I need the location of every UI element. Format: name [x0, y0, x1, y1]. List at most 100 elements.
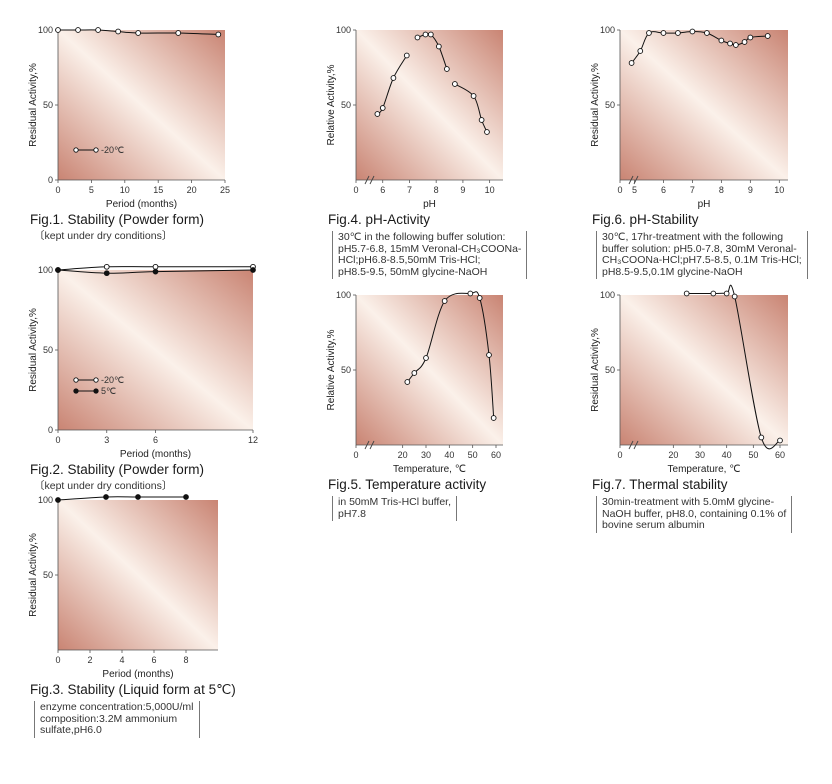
legend-marker: [93, 377, 99, 383]
data-point: [103, 263, 110, 270]
data-point: [250, 267, 256, 273]
data-point: [628, 60, 635, 66]
y-axis-label: Relative Activity,%: [326, 64, 337, 145]
data-point: [683, 290, 690, 297]
plot-background: [58, 270, 253, 430]
x-tick-label: 9: [460, 185, 465, 195]
figure-title: Fig.1. Stability (Powder form): [30, 212, 205, 227]
x-tick-label: 6: [380, 185, 385, 195]
data-point: [411, 370, 418, 376]
chart-fig1: 0 5 10 15 20 25 0 50 100 Period (months) Residual …: [0, 0, 270, 260]
x-tick-label: 20: [398, 450, 408, 460]
data-point: [637, 48, 644, 54]
figure-title: Fig.3. Stability (Liquid form at 5℃): [30, 682, 236, 697]
data-point: [777, 437, 783, 444]
figure-title: Fig.2. Stability (Powder form): [30, 462, 205, 477]
figure-note: enzyme concentration:5,000U/ml compositi…: [34, 701, 200, 738]
x-tick-label: 25: [220, 185, 230, 195]
axis-break: [633, 440, 639, 450]
axis-break: [369, 440, 375, 450]
y-axis-label: Residual Activity,%: [590, 63, 601, 147]
data-point: [727, 40, 733, 47]
y-tick-label: 0: [48, 175, 53, 185]
data-point: [422, 31, 429, 38]
plot-background: [58, 500, 218, 650]
axis-break: [628, 175, 634, 185]
data-point: [55, 267, 61, 273]
y-tick-label: 100: [38, 265, 53, 275]
x-tick-label: 30: [695, 450, 705, 460]
y-tick-label: 50: [341, 365, 351, 375]
legend-marker: [73, 377, 79, 383]
x-tick-label: 7: [690, 185, 695, 195]
data-point: [478, 117, 485, 123]
y-tick-label: 100: [38, 25, 53, 35]
y-tick-label: 100: [38, 495, 53, 505]
figure-note: in 50mM Tris-HCl buffer, pH7.8: [332, 496, 458, 521]
data-point: [103, 270, 110, 277]
chart-fig3: 0 2 4 6 8 50 100 Period (months) Residual Activi…: [0, 490, 270, 780]
chart-svg: 0 5 10 15 20 25 0 50 100 Period (months) Residual …: [28, 25, 230, 210]
chart-svg: 0 3 6 12 0 50 100 Period (months) Residual Activ…: [28, 263, 258, 460]
data-point: [115, 28, 121, 35]
legend-marker: [93, 147, 99, 153]
legend-marker: [93, 388, 99, 394]
y-tick-label: 0: [48, 425, 53, 435]
x-tick-label: 0: [55, 185, 60, 195]
axis-break: [364, 175, 370, 185]
x-tick-label: 0: [353, 185, 358, 195]
legend-label: -20℃: [101, 145, 124, 155]
chart-fig4: 0 6 7 8 9 10 50 100 pH Relative Activity,% Fig.4. …: [270, 0, 560, 285]
x-tick-label: 20: [187, 185, 197, 195]
x-tick-label: 10: [485, 185, 495, 195]
y-axis-label: Residual Activity,%: [590, 328, 601, 412]
chart-svg: 0 6 7 8 9 10 50 100 pH Relative Activity,%: [326, 25, 503, 210]
x-tick-label: 7: [407, 185, 412, 195]
data-point: [374, 111, 381, 117]
plot-background: [58, 30, 225, 180]
figure-title: Fig.7. Thermal stability: [592, 477, 728, 492]
x-axis-label: Period (months): [106, 199, 177, 210]
figure-title: Fig.5. Temperature activity: [328, 477, 487, 492]
data-point: [452, 81, 458, 87]
series-line: [57, 496, 186, 501]
x-tick-label: 5: [632, 185, 637, 195]
x-tick-label: 60: [775, 450, 785, 460]
x-tick-label: 0: [55, 435, 60, 445]
x-tick-label: 4: [119, 655, 124, 665]
x-tick-label: 40: [444, 450, 454, 460]
x-tick-label: 0: [617, 450, 622, 460]
x-tick-label: 10: [774, 185, 784, 195]
chart-svg: 0 20 30 40 50 60 50 100 Temperature, ℃ Residual A…: [590, 284, 788, 475]
x-tick-label: 10: [120, 185, 130, 195]
data-point: [175, 30, 182, 36]
plot-background: [620, 30, 788, 180]
y-axis-label: Residual Activity,%: [28, 63, 39, 147]
data-point: [675, 30, 681, 36]
series-line: [454, 83, 488, 133]
chart-fig5: 0 20 30 40 50 60 50 100 Temperature, ℃ Relative A…: [270, 285, 560, 525]
data-point: [183, 494, 189, 500]
x-tick-label: 40: [722, 450, 732, 460]
x-tick-label: 15: [153, 185, 163, 195]
x-tick-label: 6: [151, 655, 156, 665]
axis-break: [628, 440, 634, 450]
legend-label: 5℃: [101, 386, 116, 396]
plot-background: [356, 295, 503, 445]
data-point: [55, 27, 61, 33]
x-tick-label: 60: [491, 450, 501, 460]
data-point: [704, 30, 710, 36]
data-point: [470, 93, 477, 99]
y-tick-label: 100: [600, 25, 615, 35]
x-axis-label: pH: [698, 199, 711, 210]
x-tick-label: 0: [353, 450, 358, 460]
data-point: [689, 28, 696, 35]
x-axis-label: Temperature, ℃: [393, 464, 466, 475]
x-tick-label: 20: [668, 450, 678, 460]
data-point: [390, 75, 397, 81]
y-tick-label: 50: [43, 100, 53, 110]
plot-background: [356, 30, 503, 180]
x-tick-label: 8: [719, 185, 724, 195]
data-point: [215, 31, 222, 38]
axis-break: [633, 175, 639, 185]
